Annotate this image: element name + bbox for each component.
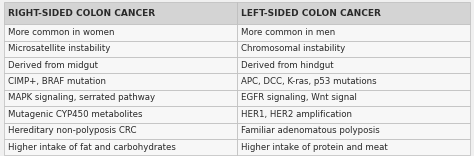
Bar: [4, 57, 237, 73]
Text: Derived from hindgut: Derived from hindgut: [241, 61, 333, 70]
Bar: [237, 90, 470, 106]
Bar: [237, 24, 470, 41]
Text: Higher intake of fat and carbohydrates: Higher intake of fat and carbohydrates: [8, 143, 175, 151]
Bar: [237, 122, 470, 139]
Text: Familiar adenomatous polyposis: Familiar adenomatous polyposis: [241, 126, 380, 135]
Text: More common in women: More common in women: [8, 28, 114, 37]
Bar: [237, 57, 470, 73]
Text: Mutagenic CYP450 metabolites: Mutagenic CYP450 metabolites: [8, 110, 142, 119]
Text: EGFR signaling, Wnt signal: EGFR signaling, Wnt signal: [241, 93, 356, 102]
Bar: [4, 2, 237, 24]
Text: Derived from midgut: Derived from midgut: [8, 61, 98, 70]
Text: Hereditary non-polyposis CRC: Hereditary non-polyposis CRC: [8, 126, 136, 135]
Bar: [4, 24, 237, 41]
Bar: [237, 139, 470, 155]
Bar: [4, 122, 237, 139]
Bar: [237, 2, 470, 24]
Bar: [237, 73, 470, 90]
Text: Microsatellite instability: Microsatellite instability: [8, 44, 110, 54]
Text: More common in men: More common in men: [241, 28, 335, 37]
Text: Higher intake of protein and meat: Higher intake of protein and meat: [241, 143, 388, 151]
Bar: [237, 106, 470, 122]
Text: MAPK signaling, serrated pathway: MAPK signaling, serrated pathway: [8, 93, 155, 102]
Bar: [4, 73, 237, 90]
Bar: [4, 41, 237, 57]
Text: RIGHT-SIDED COLON CANCER: RIGHT-SIDED COLON CANCER: [8, 9, 155, 18]
Bar: [4, 139, 237, 155]
Text: LEFT-SIDED COLON CANCER: LEFT-SIDED COLON CANCER: [241, 9, 381, 18]
Text: APC, DCC, K-ras, p53 mutations: APC, DCC, K-ras, p53 mutations: [241, 77, 376, 86]
Bar: [4, 90, 237, 106]
Text: HER1, HER2 amplification: HER1, HER2 amplification: [241, 110, 352, 119]
Text: CIMP+, BRAF mutation: CIMP+, BRAF mutation: [8, 77, 106, 86]
Bar: [4, 106, 237, 122]
Text: Chromosomal instability: Chromosomal instability: [241, 44, 345, 54]
Bar: [237, 41, 470, 57]
